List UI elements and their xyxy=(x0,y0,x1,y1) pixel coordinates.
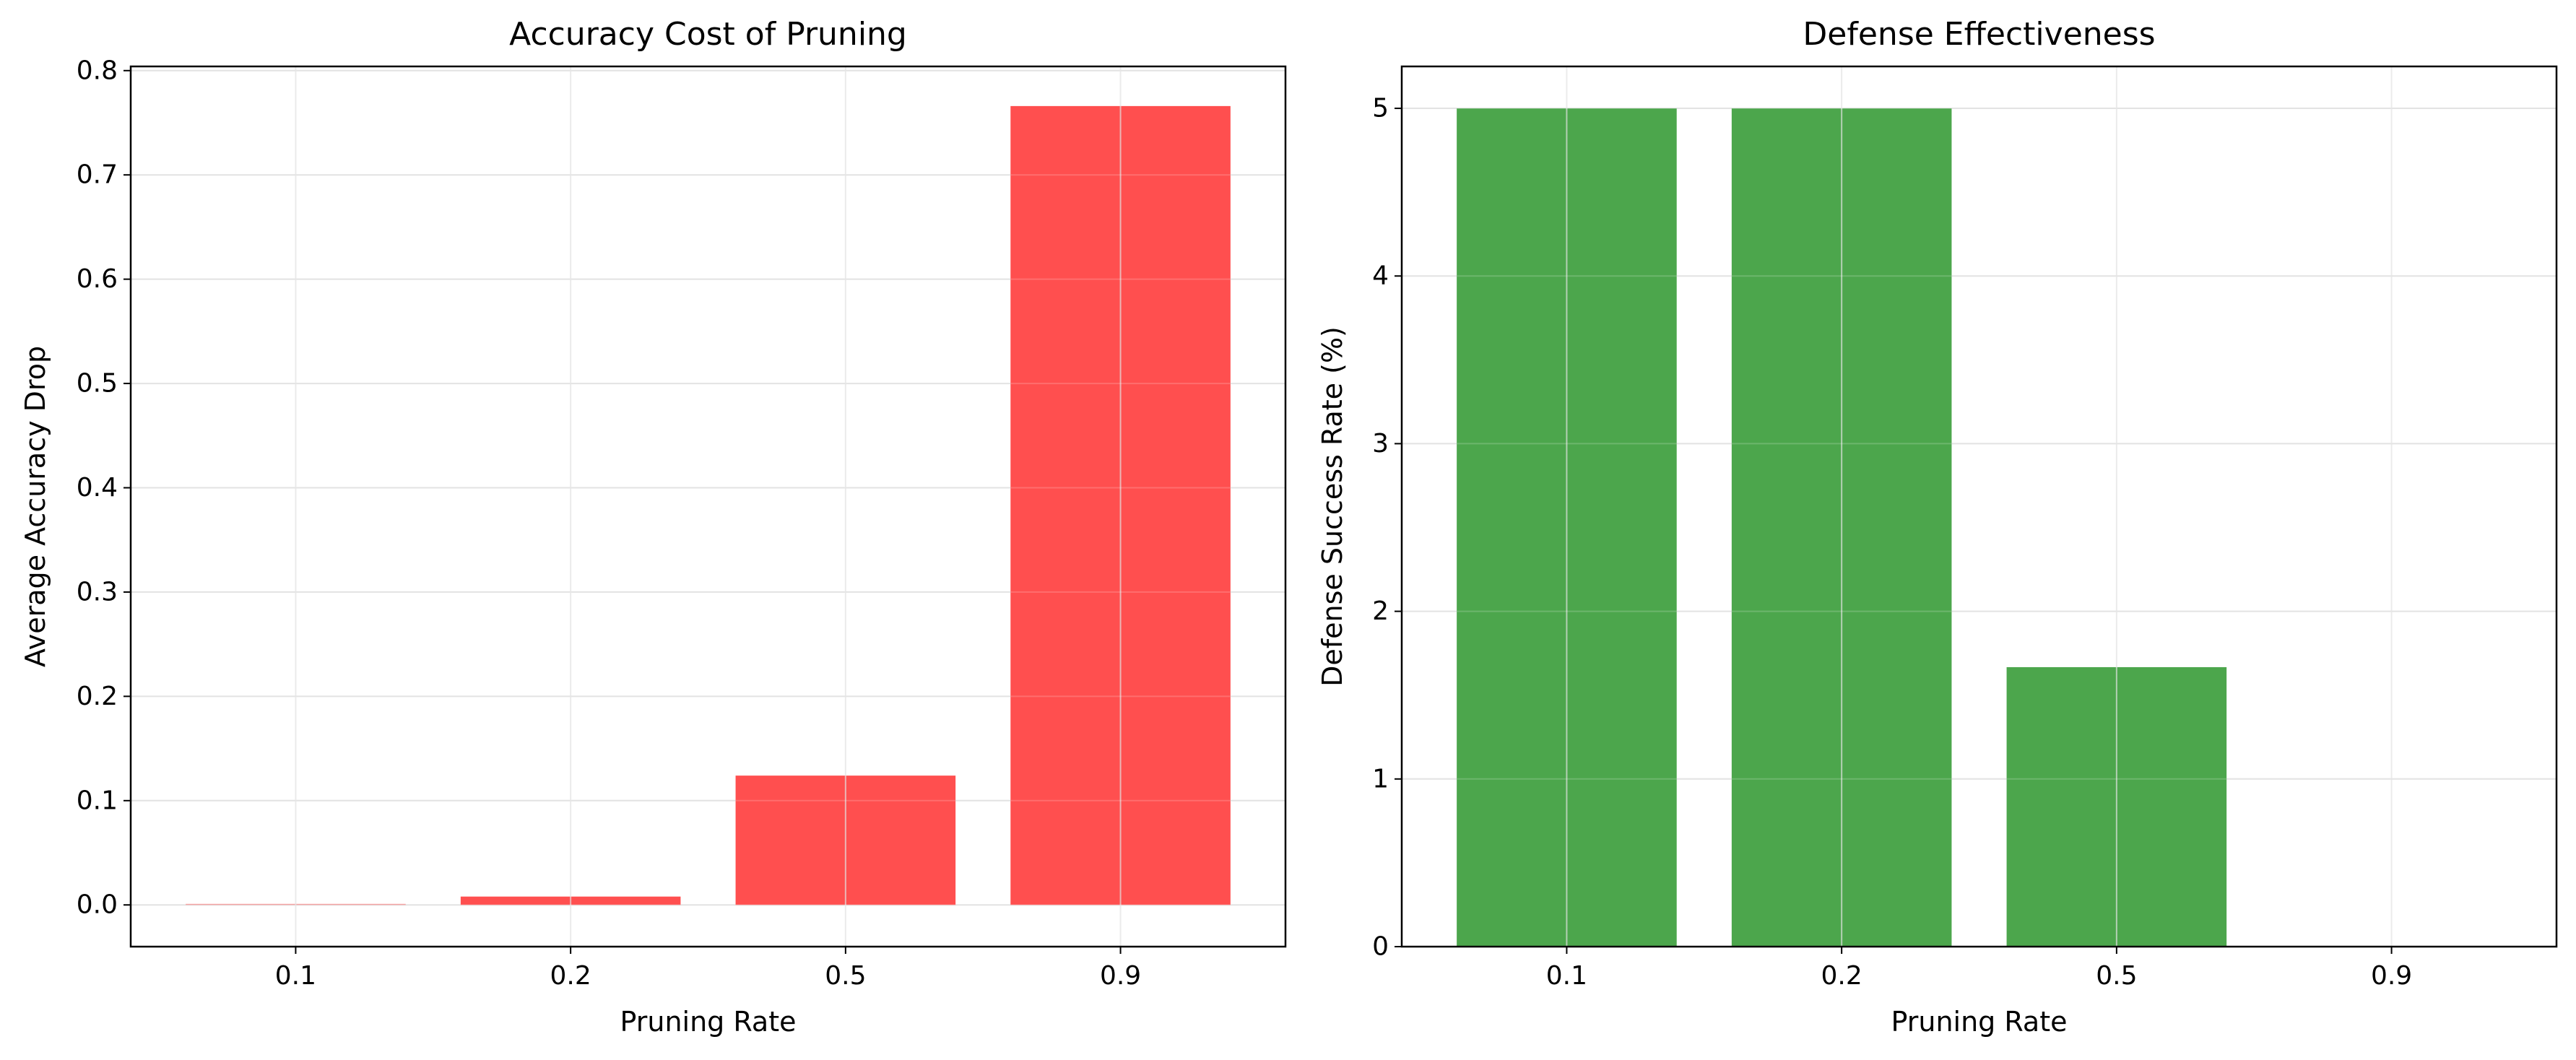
y-tick-label: 0.8 xyxy=(77,56,118,85)
y-tick-label: 5 xyxy=(1372,94,1389,123)
y-tick-label: 3 xyxy=(1372,429,1389,459)
x-tick-label: 0.2 xyxy=(550,961,591,991)
y-tick-label: 0.5 xyxy=(77,369,118,399)
chart-title: Defense Effectiveness xyxy=(1803,16,2155,53)
y-tick-label: 0.6 xyxy=(77,264,118,294)
x-tick-label: 0.1 xyxy=(275,961,316,991)
x-tick-label: 0.9 xyxy=(1100,961,1141,991)
chart-title: Accuracy Cost of Pruning xyxy=(509,16,907,53)
y-tick-label: 0.1 xyxy=(77,786,118,815)
x-tick-label: 0.5 xyxy=(2096,961,2137,991)
y-tick-label: 0.7 xyxy=(77,160,118,190)
x-tick-label: 0.2 xyxy=(1821,961,1862,991)
x-tick-label: 0.1 xyxy=(1546,961,1587,991)
accuracy-cost-chart: 0.0 0.1 0.2 0.3 0.4 0.5 0.6 0.7 0.8 0.1 0.2 0.5 0.9 A… xyxy=(19,16,1287,1038)
y-tick-label: 4 xyxy=(1372,261,1389,291)
y-tick-label: 0.4 xyxy=(77,473,118,503)
y-axis-label: Defense Success Rate (%) xyxy=(1317,326,1348,687)
y-axis-label: Average Accuracy Drop xyxy=(19,346,51,667)
x-axis-label: Pruning Rate xyxy=(620,1006,796,1038)
x-tick-label: 0.5 xyxy=(825,961,866,991)
y-tick-label: 0.0 xyxy=(77,890,118,920)
defense-effectiveness-chart: 0 1 2 3 4 5 0.1 0.2 0.5 0.9 Defense Effectiveness P… xyxy=(1317,16,2558,1038)
axes-frame xyxy=(129,65,1287,948)
axes-frame xyxy=(1400,65,2558,948)
y-tick-label: 0 xyxy=(1372,932,1389,962)
x-axis-label: Pruning Rate xyxy=(1891,1006,2067,1038)
y-tick-label: 0.2 xyxy=(77,682,118,711)
x-tick-label: 0.9 xyxy=(2371,961,2412,991)
y-tick-label: 1 xyxy=(1372,764,1389,794)
y-tick-label: 0.3 xyxy=(77,577,118,607)
y-tick-label: 2 xyxy=(1372,596,1389,626)
